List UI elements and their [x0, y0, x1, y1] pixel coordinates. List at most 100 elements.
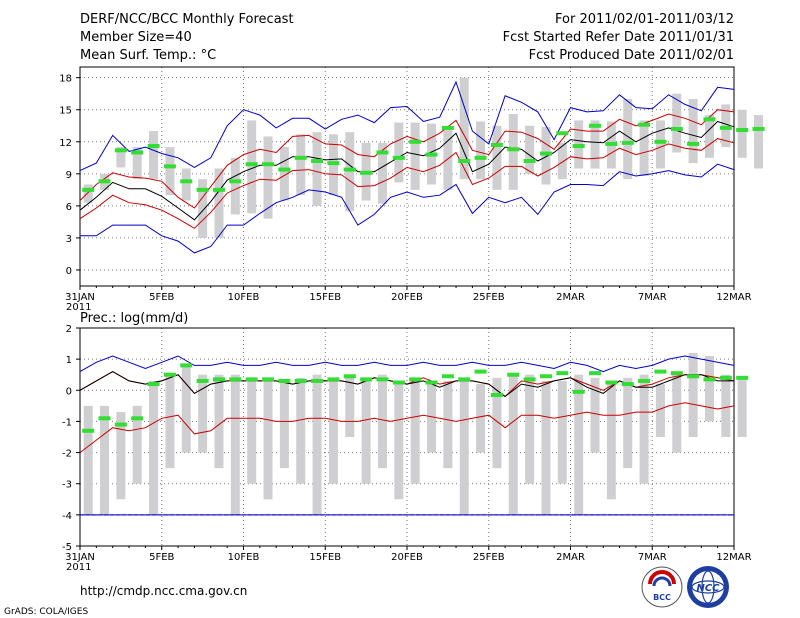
y-tick-label: 18: [59, 74, 72, 85]
ensemble-box: [557, 380, 567, 484]
observed-marker: [752, 126, 765, 131]
observed-marker: [539, 374, 552, 379]
observed-marker: [294, 378, 307, 383]
ensemble-box: [214, 374, 224, 469]
ensemble-box: [410, 377, 420, 484]
y-tick-label: 2: [66, 324, 72, 335]
observed-marker: [507, 372, 520, 377]
x-tick-label: 7MAR: [638, 292, 667, 303]
ensemble-box: [116, 147, 126, 168]
y-tick-label: 6: [66, 202, 72, 213]
ensemble-box: [312, 132, 322, 206]
ensemble-box: [459, 380, 469, 515]
observed-marker: [327, 377, 340, 382]
ensemble-box: [410, 122, 420, 190]
ensemble-box: [639, 120, 649, 176]
series-line-min: [79, 80, 735, 172]
x-tick-label: 31JAN: [65, 292, 95, 303]
observed-marker: [82, 187, 95, 192]
ensemble-box: [279, 380, 289, 469]
observed-marker: [523, 159, 536, 164]
observed-marker: [572, 144, 585, 149]
ncc-logo: NCC: [687, 566, 729, 608]
observed-marker: [311, 378, 324, 383]
ensemble-box: [198, 179, 208, 238]
y-tick-label: 1: [66, 355, 72, 366]
observed-marker: [556, 131, 569, 136]
observed-marker: [458, 159, 471, 164]
ensemble-box: [181, 168, 191, 201]
ensemble-box: [181, 365, 191, 453]
ensemble-box: [116, 412, 126, 500]
observed-marker: [687, 374, 700, 379]
y-tick-label: 15: [59, 106, 72, 117]
ensemble-box: [574, 374, 584, 515]
observed-marker: [687, 141, 700, 146]
observed-marker: [474, 155, 487, 160]
ensemble-box: [704, 115, 714, 158]
observed-marker: [556, 371, 569, 376]
observed-marker: [654, 369, 667, 374]
observed-marker: [180, 179, 193, 184]
observed-marker: [474, 369, 487, 374]
ensemble-box: [541, 126, 551, 185]
precipitation-panel: -5 -4 -3 -2 -1 0 1 2 31JAN 5FEB 10FEB 15FEB 20FEB 25F…: [62, 324, 752, 573]
bcc-logo: BCC: [641, 566, 683, 608]
ensemble-box: [476, 121, 486, 180]
ensemble-box: [557, 142, 567, 180]
observed-marker: [425, 380, 438, 385]
chart-title: DERF/NCC/BCC Monthly Forecast: [80, 12, 294, 27]
observed-marker: [98, 416, 111, 421]
observed-marker: [311, 159, 324, 164]
y-tick-label: 0: [66, 386, 72, 397]
ensemble-box: [394, 122, 404, 183]
observed-marker: [98, 179, 111, 184]
ensemble-box: [459, 77, 469, 180]
observed-marker: [621, 382, 634, 387]
observed-marker: [262, 162, 275, 167]
y-tick-label: -2: [62, 449, 72, 460]
ensemble-box: [377, 374, 387, 469]
observed-marker: [392, 380, 405, 385]
ensemble-box: [247, 380, 257, 484]
observed-marker: [327, 161, 340, 166]
observed-marker: [229, 377, 242, 382]
y-tick-label: -3: [62, 480, 72, 491]
x-tick-label: 20FEB: [391, 292, 423, 303]
bcc-logo-text: BCC: [653, 593, 671, 602]
x-tick-label: 2MAR: [556, 292, 585, 303]
forecast-start-label: Fcst Started Refer Date 2011/01/31: [503, 30, 734, 45]
ensemble-box: [737, 109, 747, 158]
observed-marker: [703, 377, 716, 382]
ensemble-box: [165, 374, 175, 469]
observed-marker: [131, 150, 144, 155]
ensemble-box: [541, 380, 551, 515]
ensemble-box: [476, 384, 486, 453]
ensemble-box: [688, 352, 698, 437]
ensemble-box: [361, 377, 371, 484]
temperature-panel: 0 3 6 9 12 15 18 31JAN 5FEB 10FEB 15FEB 20FEB 25FEB 2…: [59, 66, 765, 313]
ensemble-box: [525, 374, 535, 484]
observed-marker: [212, 377, 225, 382]
observed-marker: [294, 155, 307, 160]
x-tick-label: 12MAR: [716, 292, 751, 303]
ensemble-box: [83, 405, 93, 515]
ensemble-box: [100, 405, 110, 515]
website-url: http://cmdp.ncc.cma.gov.cn: [80, 584, 247, 598]
x-tick-label: 20FEB: [391, 552, 423, 563]
ensemble-box: [230, 157, 240, 215]
x-tick-label: 25FEB: [473, 552, 505, 563]
observed-marker: [441, 125, 454, 130]
observed-marker: [196, 378, 209, 383]
observed-marker: [621, 140, 634, 145]
observed-marker: [114, 422, 127, 427]
y-tick-label: 12: [59, 138, 72, 149]
observed-marker: [589, 123, 602, 128]
x-tick-label: 10FEB: [228, 292, 260, 303]
observed-marker: [212, 187, 225, 192]
observed-marker: [638, 122, 651, 127]
y-tick-label: 9: [66, 170, 72, 181]
ensemble-box: [623, 99, 633, 180]
